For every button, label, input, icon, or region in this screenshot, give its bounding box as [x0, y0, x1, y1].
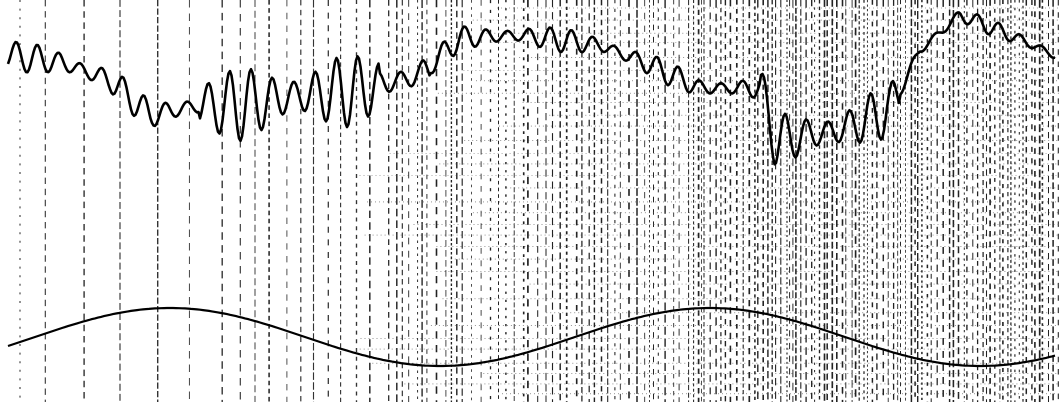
background	[0, 0, 1059, 402]
waveform-figure	[0, 0, 1059, 402]
page: (() => { const data = JSON.parse(documen…	[0, 0, 1059, 402]
